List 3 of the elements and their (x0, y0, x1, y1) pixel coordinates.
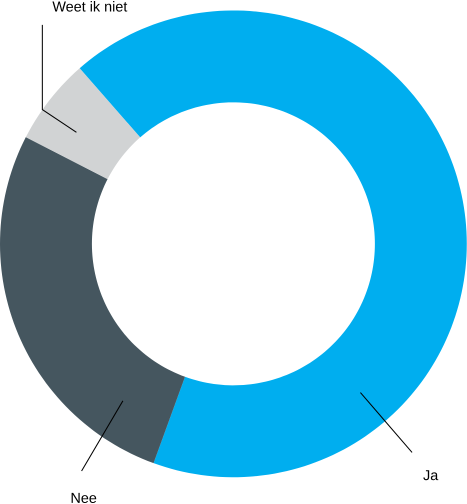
slice-label: Nee (72, 492, 96, 503)
slice-label: Weet ik niet (52, 1, 128, 12)
slice-label: Ja (423, 470, 438, 480)
